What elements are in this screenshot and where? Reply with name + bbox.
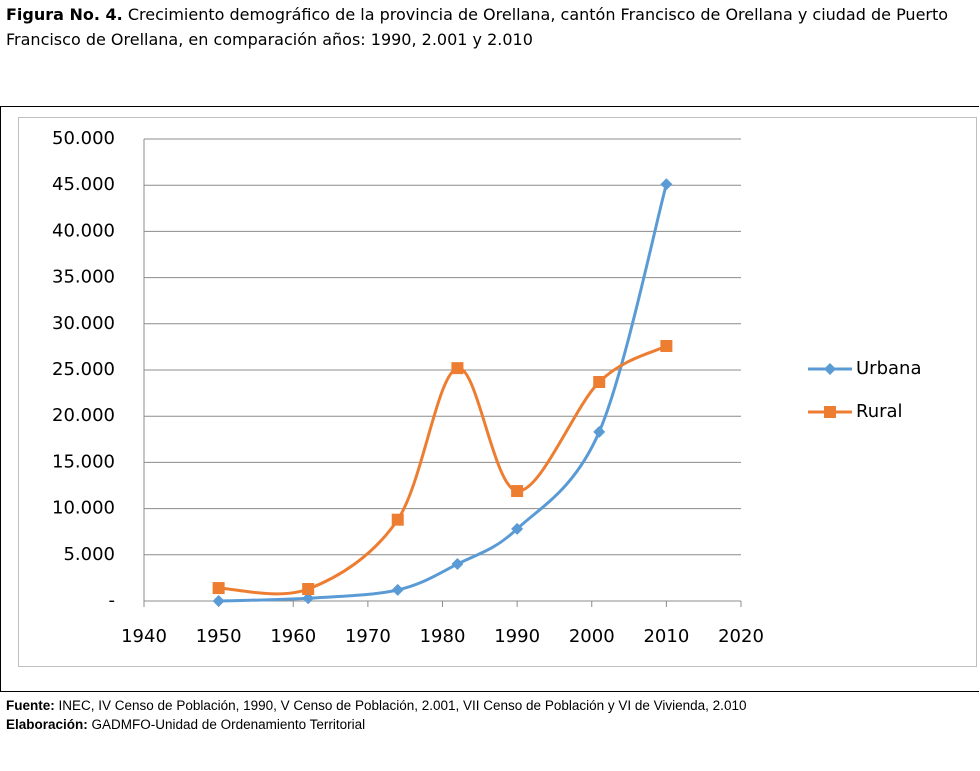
y-tick-label: 30.000 <box>52 313 115 334</box>
x-tick-label: 2000 <box>569 626 615 647</box>
x-tick-label: 2010 <box>643 626 689 647</box>
source-label: Fuente: <box>6 698 55 713</box>
y-tick-label: 45.000 <box>52 174 115 195</box>
source: Fuente: INEC, IV Censo de Población, 199… <box>6 696 980 715</box>
x-tick-label: 1990 <box>494 626 540 647</box>
data-point <box>451 362 464 375</box>
figure-caption: Figura No. 4. Crecimiento demográfico de… <box>6 2 976 52</box>
caption-text: Crecimiento demográfico de la provincia … <box>6 5 949 49</box>
legend-label: Rural <box>856 401 903 422</box>
caption-label: Figura No. 4. <box>6 5 123 24</box>
legend-marker <box>824 406 836 418</box>
data-point <box>451 558 464 571</box>
data-point <box>391 583 404 596</box>
x-tick-label: 1960 <box>270 626 316 647</box>
data-point <box>660 339 673 352</box>
x-tick-label: 1940 <box>121 626 167 647</box>
frame <box>0 106 979 692</box>
y-tick-label: 20.000 <box>52 405 115 426</box>
y-tick-label: 25.000 <box>52 359 115 380</box>
x-tick-label: 1970 <box>345 626 391 647</box>
data-point <box>302 592 315 605</box>
x-tick-label: 1980 <box>420 626 466 647</box>
data-point <box>302 582 315 595</box>
y-tick-label: 35.000 <box>52 267 115 288</box>
chart-area <box>18 117 977 667</box>
source-text: INEC, IV Censo de Población, 1990, V Cen… <box>58 698 747 713</box>
y-tick-label: 40.000 <box>52 220 115 241</box>
y-tick-label: 10.000 <box>52 498 115 519</box>
footer: Fuente: INEC, IV Censo de Población, 199… <box>6 696 980 734</box>
data-point <box>593 376 606 389</box>
data-point <box>511 485 524 498</box>
data-point <box>660 178 673 191</box>
y-tick-label: 5.000 <box>63 544 115 565</box>
y-tick-label: - <box>109 590 116 611</box>
data-point <box>593 425 606 438</box>
data-point <box>212 582 225 595</box>
credit: Elaboración: GADMFO-Unidad de Ordenamien… <box>6 715 980 734</box>
legend-marker <box>824 363 836 375</box>
y-tick-label: 50.000 <box>52 128 115 149</box>
data-point <box>391 513 404 526</box>
credit-text: GADMFO-Unidad de Ordenamiento Territoria… <box>91 717 366 732</box>
credit-label: Elaboración: <box>6 717 88 732</box>
data-point <box>511 522 524 535</box>
x-tick-label: 2020 <box>718 626 764 647</box>
y-tick-label: 15.000 <box>52 451 115 472</box>
legend-label: Urbana <box>856 358 921 379</box>
data-point <box>212 595 225 607</box>
x-tick-label: 1950 <box>196 626 242 647</box>
